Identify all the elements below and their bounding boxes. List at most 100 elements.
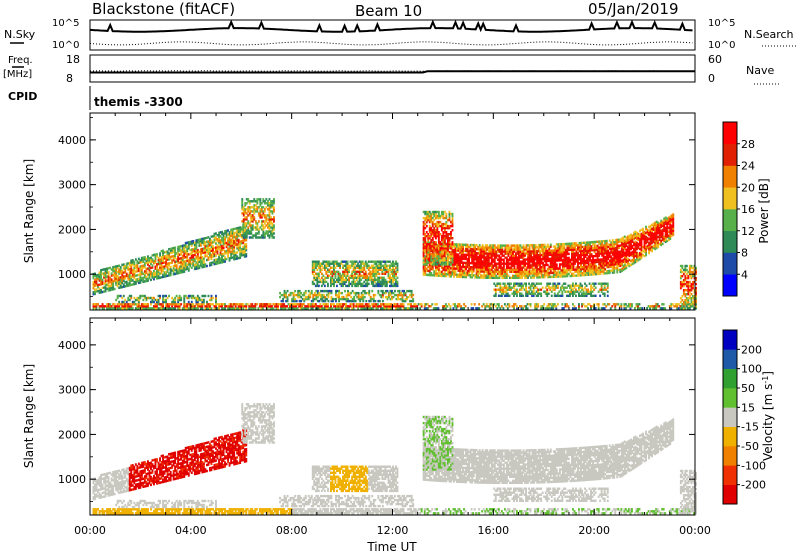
power-cell: [330, 278, 332, 282]
power-cell: [186, 296, 189, 300]
power-cell: [373, 270, 376, 274]
power-cell: [150, 260, 152, 264]
power-cell: [321, 297, 324, 301]
power-cell: [215, 246, 217, 249]
power-cell: [356, 295, 359, 299]
power-cell: [156, 265, 158, 268]
power-cell: [241, 212, 244, 215]
power-cell: [145, 307, 148, 310]
power-cell: [222, 248, 225, 252]
power-cell: [206, 240, 208, 244]
power-cell: [331, 303, 334, 306]
power-cell: [133, 296, 136, 300]
power-cell: [234, 251, 237, 255]
power-cell: [125, 284, 128, 288]
power-cell: [378, 262, 381, 265]
power-cell: [94, 284, 96, 288]
power-cell: [469, 255, 472, 259]
power-cell: [137, 281, 140, 285]
power-cell: [98, 287, 101, 290]
power-cell: [361, 303, 364, 306]
power-cell: [183, 250, 186, 253]
power-cell: [222, 238, 225, 241]
power-cell: [103, 274, 106, 277]
power-cell: [367, 272, 370, 276]
power-cell: [453, 251, 455, 254]
power-cell: [330, 270, 332, 274]
power-cell: [147, 257, 149, 260]
power-cell: [427, 257, 430, 261]
power-cell: [453, 249, 455, 252]
power-cell: [382, 303, 385, 306]
power-cell: [363, 272, 366, 276]
power-cell: [395, 282, 397, 286]
power-cell: [171, 300, 174, 304]
power-cell: [177, 261, 180, 265]
power-cell: [454, 255, 457, 258]
power-cell: [375, 274, 378, 278]
power-cell: [469, 245, 472, 249]
power-cell: [333, 260, 335, 263]
power-cell: [247, 226, 250, 229]
power-cell: [268, 198, 271, 201]
power-cell: [227, 237, 230, 240]
power-cell: [160, 258, 163, 261]
power-cell: [366, 291, 369, 295]
power-cell: [236, 233, 239, 236]
power-cell: [360, 303, 363, 306]
power-cell: [142, 298, 145, 302]
power-cell: [327, 268, 329, 272]
power-cell: [313, 293, 316, 297]
power-cell: [425, 269, 428, 273]
power-cell: [273, 218, 275, 221]
power-cell: [228, 303, 231, 306]
power-cell: [263, 202, 266, 205]
power-cell: [465, 255, 468, 259]
power-cell: [250, 216, 253, 219]
power-cell: [193, 267, 196, 271]
power-cell: [424, 269, 427, 272]
power-cell: [221, 303, 224, 306]
power-cell: [207, 305, 210, 308]
power-cell: [346, 270, 349, 274]
power-cell: [162, 255, 165, 259]
power-cell: [469, 243, 472, 247]
power-cell: [224, 260, 227, 263]
power-cell: [463, 269, 466, 273]
power-cell: [224, 256, 227, 259]
power-cell: [240, 252, 243, 255]
power-cell: [101, 286, 104, 290]
power-cell: [225, 233, 228, 237]
power-cell: [206, 305, 208, 308]
power-cell: [410, 299, 413, 303]
power-cell: [642, 227, 645, 231]
power-cell: [354, 268, 357, 272]
power-cell: [151, 298, 154, 302]
power-cell: [465, 245, 468, 249]
power-cell: [204, 307, 207, 310]
power-cell: [406, 295, 409, 299]
power-cell: [370, 307, 373, 310]
power-cell: [213, 232, 216, 236]
power-cell: [174, 246, 177, 249]
power-cell: [150, 274, 152, 278]
power-cell: [317, 307, 320, 310]
power-cell: [184, 266, 187, 269]
power-cell: [242, 212, 245, 215]
power-cell: [175, 294, 178, 298]
power-cell: [180, 253, 183, 256]
power-cell: [222, 244, 225, 248]
power-cell: [219, 259, 222, 262]
power-cell: [457, 243, 460, 246]
power-cell: [201, 261, 204, 265]
power-cell: [177, 303, 180, 306]
power-cell: [227, 249, 230, 252]
power-cell: [124, 277, 127, 280]
power-cell: [343, 264, 346, 268]
power-cell: [139, 279, 142, 282]
power-cell: [462, 269, 465, 273]
power-cell: [184, 294, 187, 298]
power-cell: [375, 266, 378, 270]
power-cell: [154, 261, 157, 264]
power-cell: [300, 291, 303, 295]
